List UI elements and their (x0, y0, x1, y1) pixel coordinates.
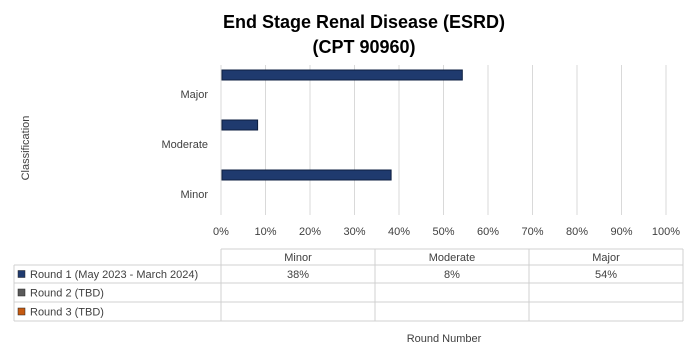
chart-subtitle: (CPT 90960) (312, 37, 415, 57)
table-header: Moderate (429, 252, 475, 264)
y-axis-label: Classification (20, 116, 32, 181)
table-cell: 38% (287, 269, 309, 281)
x-tick-label: 10% (254, 226, 276, 238)
x-tick-label: 0% (213, 226, 229, 238)
y-tick-label: Moderate (162, 139, 208, 151)
x-tick-label: 70% (521, 226, 543, 238)
legend-swatch (17, 288, 26, 297)
bar (221, 169, 392, 181)
x-tick-label: 50% (432, 226, 454, 238)
table-header: Minor (284, 252, 312, 264)
x-tick-label: 30% (343, 226, 365, 238)
legend-swatch (17, 270, 26, 278)
x-axis-label: Round Number (407, 333, 482, 345)
legend-label: Round 3 (TBD) (30, 306, 104, 318)
table-cell: 54% (595, 269, 617, 281)
x-tick-label: 60% (477, 226, 499, 238)
x-tick-label: 40% (388, 226, 410, 238)
table-header: Major (592, 252, 620, 264)
x-tick-label: 20% (299, 226, 321, 238)
y-tick-label: Minor (180, 189, 208, 201)
legend-swatch (17, 307, 26, 316)
legend-label: Round 1 (May 2023 - March 2024) (30, 269, 198, 281)
x-tick-label: 100% (652, 226, 680, 238)
y-tick-label: Major (180, 89, 208, 101)
bar (221, 119, 259, 131)
legend-label: Round 2 (TBD) (30, 287, 104, 299)
x-tick-label: 80% (566, 226, 588, 238)
bar (221, 69, 463, 81)
table-cell: 8% (444, 269, 460, 281)
chart-title: End Stage Renal Disease (ESRD) (223, 12, 505, 32)
x-tick-label: 90% (610, 226, 632, 238)
